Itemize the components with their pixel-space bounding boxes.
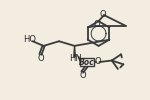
Text: HO: HO [23,35,36,44]
Text: Boc: Boc [79,58,95,67]
Polygon shape [74,46,75,57]
Text: O: O [99,10,106,19]
FancyBboxPatch shape [80,58,94,66]
Text: O: O [80,71,86,80]
Text: O: O [94,20,100,29]
Text: HN: HN [69,54,82,63]
Text: O: O [37,54,44,63]
Text: O: O [94,57,101,66]
